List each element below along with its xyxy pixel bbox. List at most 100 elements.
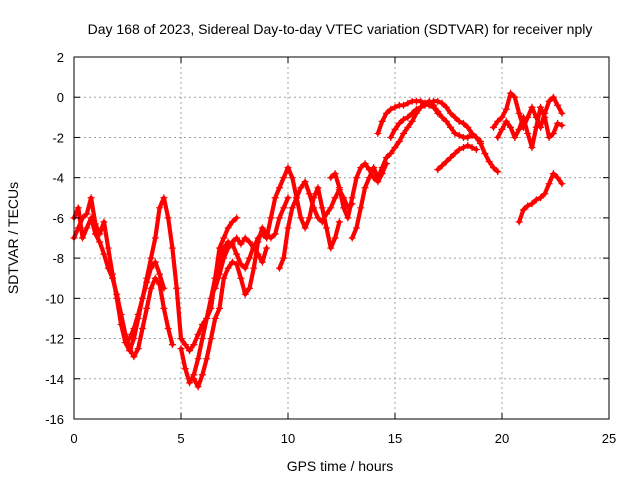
data-point — [318, 204, 326, 212]
data-point — [327, 204, 335, 212]
data-point — [464, 133, 472, 141]
data-point — [323, 224, 331, 232]
data-point — [79, 234, 87, 242]
data-point — [79, 214, 87, 222]
data-point — [524, 129, 532, 137]
series-arc-8 — [264, 165, 342, 251]
data-point — [310, 204, 318, 212]
data-point — [91, 220, 99, 228]
data-point — [481, 150, 489, 158]
series-arc-5 — [178, 215, 239, 353]
data-point — [455, 131, 463, 139]
data-point — [121, 339, 129, 347]
data-point — [203, 355, 211, 363]
data-point — [528, 103, 536, 111]
data-point — [263, 244, 271, 252]
data-point — [365, 174, 373, 182]
data-point — [134, 345, 142, 353]
data-point — [451, 129, 459, 137]
tick-layer: 0 5 10 15 20 25 -16 -14 -12 -10 -8 -6 -4 -2 0 2 — [45, 50, 616, 446]
data-point — [348, 194, 356, 202]
data-point — [494, 133, 502, 141]
data-point — [451, 113, 459, 121]
data-point — [468, 129, 476, 137]
y-tick-label: -14 — [45, 372, 64, 387]
data-point — [507, 123, 515, 131]
data-point — [216, 244, 224, 252]
data-point — [404, 113, 412, 121]
data-point — [447, 154, 455, 162]
data-point — [305, 214, 313, 222]
data-point — [438, 113, 446, 121]
data-point — [168, 244, 176, 252]
data-point — [245, 238, 253, 246]
data-point — [519, 113, 527, 121]
data-point — [284, 194, 292, 202]
data-point — [442, 158, 450, 166]
data-point — [502, 105, 510, 113]
plot-frame — [73, 56, 610, 420]
data-point — [451, 150, 459, 158]
data-point — [241, 234, 249, 242]
data-point — [254, 234, 262, 242]
data-point — [177, 345, 185, 353]
series-arc-14 — [435, 143, 479, 172]
data-point — [442, 103, 450, 111]
data-point — [374, 174, 382, 182]
data-point — [400, 101, 408, 109]
data-point — [237, 274, 245, 282]
data-point — [100, 250, 108, 258]
data-point — [271, 230, 279, 238]
x-tick-label: 20 — [495, 431, 509, 446]
data-point — [164, 214, 172, 222]
data-point — [434, 107, 442, 115]
data-point — [198, 320, 206, 328]
data-point — [541, 190, 549, 198]
data-point — [87, 194, 95, 202]
data-point — [515, 109, 523, 117]
data-point — [228, 258, 236, 266]
data-point — [558, 180, 566, 188]
data-point — [216, 304, 224, 312]
data-point — [258, 224, 266, 232]
data-point — [532, 123, 540, 131]
series-arc-2 — [71, 195, 166, 353]
data-point — [404, 99, 412, 107]
x-tick-label: 25 — [602, 431, 616, 446]
data-point — [335, 184, 343, 192]
data-point — [331, 194, 339, 202]
data-point — [74, 224, 82, 232]
data-point — [138, 325, 146, 332]
data-point — [134, 310, 142, 318]
data-point — [554, 101, 562, 109]
data-point — [100, 218, 108, 226]
x-tick-label: 15 — [388, 431, 402, 446]
data-point — [280, 204, 288, 212]
data-point — [233, 260, 241, 268]
data-point — [447, 109, 455, 117]
data-point — [151, 258, 159, 266]
y-tick-label: 0 — [57, 90, 64, 105]
data-point — [83, 224, 91, 232]
data-point — [250, 264, 258, 272]
data-point — [181, 365, 189, 373]
data-point — [472, 146, 480, 154]
data-point — [391, 144, 399, 151]
data-point — [545, 133, 553, 141]
y-tick-label: -10 — [45, 291, 64, 306]
data-point — [275, 214, 283, 222]
data-point — [168, 341, 176, 349]
data-point — [425, 99, 433, 107]
data-point — [284, 224, 292, 232]
data-point — [117, 320, 125, 328]
data-point — [519, 206, 527, 214]
data-point — [237, 240, 245, 248]
data-point — [417, 103, 425, 111]
data-point — [275, 184, 283, 192]
data-point — [412, 105, 420, 113]
data-point — [391, 125, 399, 133]
data-point — [104, 244, 112, 252]
data-point — [391, 103, 399, 111]
data-point — [143, 274, 151, 282]
data-point — [288, 174, 296, 182]
